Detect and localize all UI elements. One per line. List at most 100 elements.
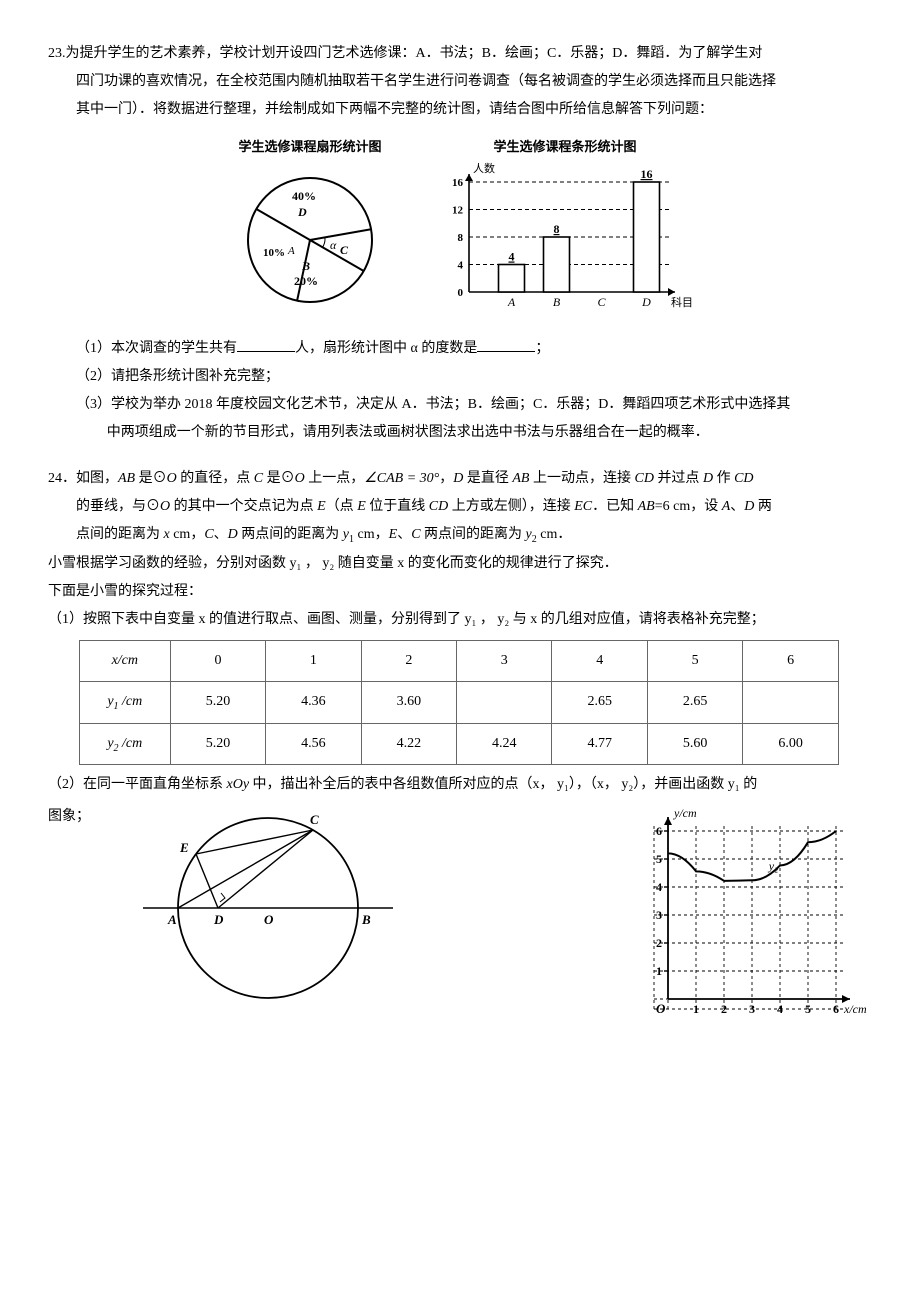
q24-sub2: （2）在同一平面直角坐标系 xOy 中，描出补全后的表中各组数值所对应的点（x，…	[48, 771, 872, 799]
t: 上一动点，连接	[529, 471, 634, 486]
table-head-cell: 2	[361, 640, 456, 681]
t: ．已知	[592, 499, 638, 514]
svg-text:4: 4	[777, 1002, 783, 1016]
t: 、	[397, 527, 411, 542]
q24-line2: 的垂线，与⊙O 的其中一个交点记为点 E（点 E 位于直线 CD 上方或左侧），…	[48, 493, 872, 521]
ab-len: =6 cm	[655, 499, 691, 514]
pie-label-b: B	[301, 259, 310, 273]
angle-cab: ∠CAB = 30°	[364, 471, 439, 486]
svg-text:4: 4	[656, 880, 662, 894]
svg-text:3: 3	[656, 908, 662, 922]
t: 的直径，点	[177, 471, 254, 486]
table-cell: 2.65	[552, 681, 647, 723]
svg-text:3: 3	[749, 1002, 755, 1016]
svg-text:5: 5	[805, 1002, 811, 1016]
pie-label-d: D	[297, 205, 307, 219]
t: ，设	[690, 499, 722, 514]
table-head-cell: 0	[170, 640, 265, 681]
t: （2）在同一平面直角坐标系	[48, 777, 227, 792]
table-cell: 3.60	[361, 681, 456, 723]
t: cm，	[354, 527, 389, 542]
svg-text:6: 6	[833, 1002, 839, 1016]
pie-chart-block: 学生选修课程扇形统计图 α 40% D 10% A	[225, 134, 395, 323]
bar-chart-block: 学生选修课程条形统计图 04812164A8BC16D人数科目	[435, 134, 695, 323]
table-cell: 2.65	[647, 681, 742, 723]
svg-text:1: 1	[656, 964, 662, 978]
line-de	[196, 854, 218, 908]
svg-text:0: 0	[458, 287, 464, 299]
table-cell: 5.60	[647, 723, 742, 765]
q24-line1: 24．如图，AB 是⊙O 的直径，点 C 是⊙O 上一点，∠CAB = 30°，…	[48, 465, 872, 493]
q24-bottom-row: 图象； A B O D C E 1 2 3 4	[48, 803, 872, 1023]
q24-line3: 点间的距离为 x cm，C、D 两点间的距离为 y1 cm，E、C 两点间的距离…	[48, 521, 872, 550]
pie-chart-title: 学生选修课程扇形统计图	[225, 134, 395, 160]
pie-chart-svg: α 40% D 10% A B 20% C	[225, 162, 395, 312]
table-cell: 4.56	[266, 723, 361, 765]
svg-text:8: 8	[554, 222, 560, 236]
q23-sub1: （1）本次调查的学生共有人，扇形统计图中 α 的度数是；	[48, 335, 872, 363]
blank-2[interactable]	[477, 336, 535, 352]
svg-text:2: 2	[656, 936, 662, 950]
pie-label-a: A	[287, 245, 295, 257]
circle-figure: A B O D C E	[138, 803, 398, 1003]
q24-number: 24．	[48, 471, 76, 486]
svg-text:6: 6	[656, 824, 662, 838]
table-head-cell: x/cm	[79, 640, 170, 681]
lbl-c: C	[310, 812, 319, 827]
svg-text:4: 4	[458, 260, 464, 272]
svg-text:12: 12	[452, 205, 464, 217]
t: 如图，	[76, 471, 118, 486]
svg-text:B: B	[553, 295, 561, 309]
table-cell: 5.20	[170, 723, 265, 765]
t: 两	[754, 499, 772, 514]
lbl-o: O	[264, 912, 274, 927]
svg-text:人数: 人数	[473, 162, 495, 175]
t: 上一点，	[305, 471, 365, 486]
q23-sub1-c: ；	[535, 341, 549, 356]
q24-sub2-c: 图象；	[48, 803, 108, 831]
alpha-label: α	[330, 238, 337, 252]
table-cell	[457, 681, 552, 723]
blank-1[interactable]	[237, 336, 295, 352]
t: 位于直线	[366, 499, 429, 514]
q23-number: 23.	[48, 46, 66, 61]
table-cell: 4.24	[457, 723, 552, 765]
t: cm，	[170, 527, 205, 542]
q24-sub1: （1）按照下表中自变量 x 的值进行取点、画图、测量，分别得到了 y₁ ， y₂…	[48, 606, 872, 634]
svg-text:A: A	[507, 295, 516, 309]
svg-text:8: 8	[458, 232, 464, 244]
line-ac	[178, 830, 313, 908]
table-head-cell: 6	[743, 640, 838, 681]
t: 的垂线，与⊙	[76, 499, 160, 514]
t: 、	[730, 499, 744, 514]
t: 并过点	[654, 471, 703, 486]
svg-text:1: 1	[693, 1002, 699, 1016]
q23-intro-line1: 23.为提升学生的艺术素养，学校计划开设四门艺术选修课：A．书法；B．绘画；C．…	[48, 40, 872, 68]
svg-text:y₂: y₂	[768, 860, 779, 874]
table-cell	[743, 681, 838, 723]
lbl-b: B	[361, 912, 371, 927]
table-head-cell: 5	[647, 640, 742, 681]
table-cell: y2 /cm	[79, 723, 170, 765]
t: 两点间的距离为	[238, 527, 343, 542]
svg-text:D: D	[641, 295, 651, 309]
table-cell: 4.77	[552, 723, 647, 765]
table-head-cell: 1	[266, 640, 361, 681]
lbl-a: A	[167, 912, 177, 927]
pie-label-c: C	[340, 243, 349, 257]
line-ec	[196, 830, 313, 854]
svg-text:O: O	[656, 1001, 666, 1016]
t: 是直径	[463, 471, 512, 486]
t: cm．	[537, 527, 572, 542]
q23-sub3-l1: （3）学校为举办 2018 年度校园文化艺术节，决定从 A．书法；B．绘画；C．…	[48, 391, 872, 419]
q23-intro-l2: 四门功课的喜欢情况，在全校范围内随机抽取若干名学生进行问卷调查（每名被调查的学生…	[48, 68, 872, 96]
table-cell: 4.36	[266, 681, 361, 723]
svg-text:x/cm: x/cm	[843, 1002, 867, 1016]
line-dc	[218, 830, 313, 908]
question-23: 23.为提升学生的艺术素养，学校计划开设四门艺术选修课：A．书法；B．绘画；C．…	[48, 40, 872, 447]
table-cell: 4.22	[361, 723, 456, 765]
table-cell: 6.00	[743, 723, 838, 765]
question-24: 24．如图，AB 是⊙O 的直径，点 C 是⊙O 上一点，∠CAB = 30°，…	[48, 465, 872, 1023]
q23-intro-l3: 其中一门）．将数据进行整理，并绘制成如下两幅不完整的统计图，请结合图中所给信息解…	[48, 96, 872, 124]
t: 作	[713, 471, 734, 486]
